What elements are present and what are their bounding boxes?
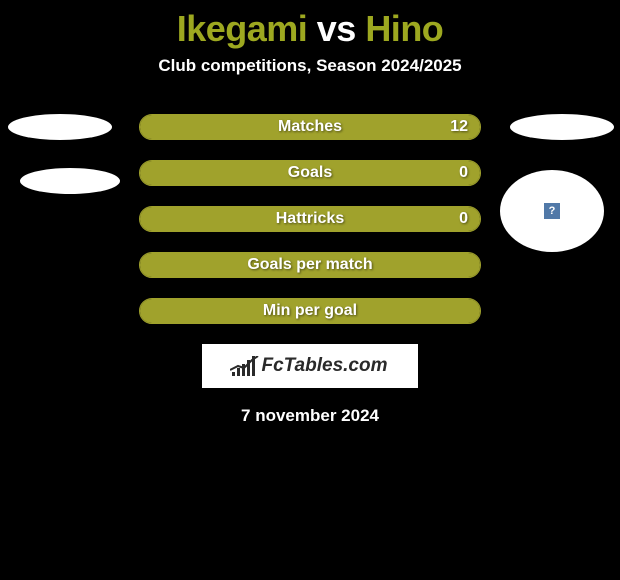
stat-bar-value: 12	[450, 118, 468, 136]
footer-date: 7 november 2024	[0, 406, 620, 426]
stat-bar-label: Matches	[278, 118, 342, 136]
stat-bar-label: Goals per match	[247, 256, 372, 274]
stat-bar-value: 0	[459, 210, 468, 228]
decor-circle-right: ?	[500, 170, 604, 252]
stat-bar-label: Hattricks	[276, 210, 344, 228]
decor-ellipse-right-1	[510, 114, 614, 140]
logo-trend-line-icon	[230, 356, 260, 372]
logo-bars-icon	[232, 356, 255, 376]
logo-box: FcTables.com	[202, 344, 418, 388]
stat-bar: Hattricks 0	[139, 206, 481, 232]
stat-bar: Min per goal	[139, 298, 481, 324]
chart-area: ? Matches 12 Goals 0 Hattricks 0 Goals per mat…	[0, 114, 620, 426]
logo-text: FcTables.com	[261, 355, 387, 377]
stat-bar: Goals per match	[139, 252, 481, 278]
stat-bar: Goals 0	[139, 160, 481, 186]
title-player-right: Hino	[365, 8, 443, 49]
stat-bar-label: Goals	[288, 164, 332, 182]
stat-bar-value: 0	[459, 164, 468, 182]
stat-bar-label: Min per goal	[263, 302, 357, 320]
title-player-left: Ikegami	[177, 8, 308, 49]
stat-bar: Matches 12	[139, 114, 481, 140]
stat-bars: Matches 12 Goals 0 Hattricks 0 Goals per match…	[139, 114, 481, 324]
decor-ellipse-left-2	[20, 168, 120, 194]
decor-ellipse-left-1	[8, 114, 112, 140]
subtitle: Club competitions, Season 2024/2025	[0, 56, 620, 76]
help-icon: ?	[544, 203, 560, 219]
title-vs: vs	[307, 8, 365, 49]
page-title: Ikegami vs Hino	[0, 0, 620, 50]
